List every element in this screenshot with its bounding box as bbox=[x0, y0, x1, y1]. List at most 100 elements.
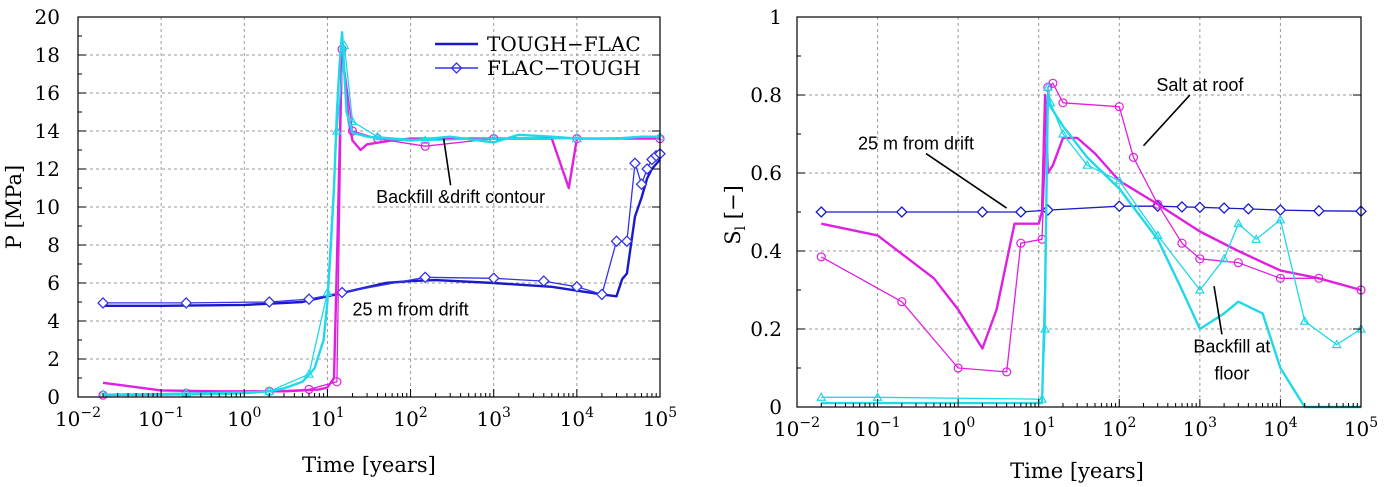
series-marker-triangle bbox=[1114, 175, 1125, 185]
series-line-3 bbox=[821, 93, 1361, 409]
x-tick-label: 103 bbox=[477, 405, 511, 431]
series-marker-triangle bbox=[372, 131, 383, 141]
series-marker-diamond bbox=[1176, 201, 1188, 213]
series-marker-circle bbox=[1177, 238, 1187, 248]
series-marker-diamond bbox=[1113, 200, 1126, 213]
x-axis-label: Time [years] bbox=[302, 453, 436, 477]
annotation-pointer bbox=[442, 138, 452, 186]
y-tick-label: 1 bbox=[769, 5, 782, 29]
series-marker-diamond bbox=[263, 296, 276, 308]
series-marker-circle bbox=[420, 141, 430, 151]
series-marker-circle bbox=[1275, 273, 1286, 283]
series-marker-triangle bbox=[571, 133, 582, 143]
x-tick-label: 100 bbox=[941, 415, 975, 441]
series-marker-triangle bbox=[347, 116, 358, 126]
series-marker-diamond bbox=[620, 235, 633, 248]
legend: TOUGH−FLAC FLAC−TOUGH bbox=[435, 32, 641, 80]
series-marker-triangle bbox=[303, 368, 315, 378]
annotation-pointer bbox=[1142, 94, 1191, 147]
series-marker-triangle bbox=[1152, 230, 1163, 239]
series-marker-triangle bbox=[1057, 128, 1069, 138]
series-marker-triangle bbox=[1037, 393, 1048, 403]
series-marker-diamond bbox=[487, 272, 500, 285]
y-tick-label: 10 bbox=[35, 195, 60, 219]
series-marker-diamond bbox=[635, 178, 648, 191]
series-marker-diamond bbox=[595, 288, 608, 301]
y-tick-label: 18 bbox=[35, 43, 60, 67]
series-marker-triangle bbox=[488, 133, 499, 143]
series-marker-diamond bbox=[1218, 202, 1231, 215]
series-line-2 bbox=[820, 82, 1362, 373]
series-marker-diamond bbox=[537, 275, 550, 288]
legend-marker-1 bbox=[450, 62, 463, 74]
x-tick-label: 103 bbox=[1183, 415, 1217, 441]
series-marker-circle bbox=[347, 126, 358, 136]
series-marker-triangle bbox=[1275, 214, 1286, 224]
series-line-5 bbox=[102, 44, 661, 395]
x-tick-label: 10−1 bbox=[138, 405, 184, 431]
series-line-4 bbox=[821, 86, 1362, 400]
series-marker-circle bbox=[953, 363, 963, 373]
x-tick-label: 104 bbox=[560, 405, 594, 431]
series-marker-triangle bbox=[1040, 323, 1051, 333]
series-marker-diamond bbox=[815, 206, 828, 218]
series-line-4 bbox=[102, 31, 660, 397]
series-marker-diamond bbox=[1312, 204, 1325, 217]
series-marker-triangle bbox=[1331, 339, 1342, 349]
series-marker-circle bbox=[332, 377, 342, 387]
series-marker-triangle bbox=[1042, 81, 1053, 91]
series-marker-diamond bbox=[97, 297, 109, 309]
x-tick-label: 100 bbox=[227, 405, 261, 431]
series-marker-triangle bbox=[1251, 234, 1262, 243]
series-marker-diamond bbox=[303, 293, 315, 306]
annotation-text: Salt at roof bbox=[1156, 75, 1244, 95]
series-marker-triangle bbox=[420, 135, 431, 145]
x-tick-label: 104 bbox=[1263, 415, 1297, 441]
x-tick-label: 101 bbox=[310, 405, 344, 431]
series-marker-diamond bbox=[1242, 202, 1255, 215]
annotation-text: 25 m from drift bbox=[858, 134, 974, 154]
annotation-pointer bbox=[1213, 285, 1223, 335]
series-marker-diamond bbox=[976, 206, 989, 218]
series-marker-diamond bbox=[610, 235, 623, 248]
x-tick-label: 10−2 bbox=[55, 405, 101, 431]
series-marker-triangle bbox=[1045, 97, 1056, 107]
y-tick-label: 14 bbox=[35, 119, 60, 143]
x-tick-label: 105 bbox=[1344, 415, 1378, 441]
series-marker-circle bbox=[1016, 238, 1026, 248]
series-marker-circle bbox=[1048, 78, 1058, 88]
series-marker-diamond bbox=[895, 206, 908, 218]
y-tick-label: 12 bbox=[35, 157, 60, 181]
series-marker-circle bbox=[1128, 152, 1139, 162]
x-tick-label: 10−2 bbox=[774, 415, 820, 441]
saturation-chart: 10−2 10−1 100 101 102 103 104 105 0 0.2 0.4 0.6 0.8 1… bbox=[721, 5, 1378, 483]
y-tick-label: 0.8 bbox=[750, 83, 782, 107]
annotation-text: Backfill &drift contour bbox=[376, 187, 545, 207]
series-marker-diamond bbox=[180, 297, 193, 309]
series-marker-diamond bbox=[419, 271, 432, 284]
y-tick-label: 0.4 bbox=[750, 239, 782, 263]
y-tick-label: 0 bbox=[47, 385, 60, 409]
annotation-text: Backfill at bbox=[1193, 336, 1270, 356]
y-tick-label: 6 bbox=[47, 271, 60, 295]
series-marker-diamond bbox=[570, 280, 583, 293]
y-tick-label: 20 bbox=[35, 5, 60, 29]
series-marker-circle bbox=[897, 297, 907, 307]
x-tick-label: 102 bbox=[393, 405, 427, 431]
series-marker-circle bbox=[1114, 102, 1124, 112]
series-marker-triangle bbox=[339, 40, 350, 50]
series-marker-diamond bbox=[1274, 204, 1287, 216]
x-tick-label: 102 bbox=[1102, 415, 1136, 441]
x-axis-label: Time [years] bbox=[1010, 459, 1144, 483]
series-marker-triangle bbox=[1194, 284, 1205, 294]
series-marker-triangle bbox=[322, 287, 333, 297]
legend-label-0: TOUGH−FLAC bbox=[487, 32, 641, 56]
series-marker-circle bbox=[1195, 254, 1205, 264]
series-marker-circle bbox=[1002, 367, 1012, 377]
y-tick-label: 8 bbox=[47, 233, 60, 257]
x-tick-label: 101 bbox=[1022, 415, 1056, 441]
annotation-text: floor bbox=[1214, 364, 1249, 384]
series-marker-triangle bbox=[1082, 159, 1093, 169]
series-marker-circle bbox=[1314, 273, 1324, 283]
